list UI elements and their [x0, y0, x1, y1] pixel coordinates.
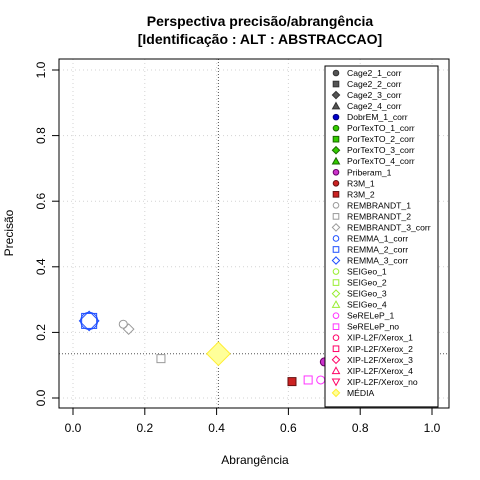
legend-entry-rembrandt-2: REMBRANDT_2	[347, 211, 411, 221]
legend-symbol-cage2-4-corr	[331, 101, 341, 110]
point-rembrandt-1	[118, 319, 128, 329]
legend-symbol-seigeo-4	[331, 300, 341, 308]
legend-box	[324, 65, 439, 408]
legend-symbol-cage2-2-corr	[332, 80, 340, 88]
legend-entry-xip-l2f-xerox-1: XIP-L2F/Xerox_1	[347, 333, 413, 343]
legend-entry-xip-l2f-xerox-4: XIP-L2F/Xerox_4	[347, 366, 413, 376]
legend-symbol-remma-1-corr	[332, 235, 340, 242]
legend-entry-serelep-no: SeRELeP_no	[347, 322, 399, 332]
data-points	[78, 310, 329, 387]
legend-symbol-xip-l2f-xerox-2	[332, 345, 340, 353]
legend-symbol-serelep-no	[332, 323, 340, 330]
legend-entry-rembrandt-1: REMBRANDT_1	[347, 200, 411, 210]
point-r3m-2	[287, 377, 297, 387]
legend-symbol-rembrandt-3-corr	[331, 223, 341, 232]
legend-entry-r3m-1: R3M_1	[347, 178, 375, 188]
legend-symbol-cage2-1-corr	[332, 69, 340, 77]
y-tick-label: 0.2	[34, 324, 48, 341]
legend-entry-dobrem-1-corr: DobrEM_1_corr	[347, 112, 408, 122]
y-tick-label: 1.0	[34, 61, 48, 78]
legend-entry-r3m-2: R3M_2	[347, 189, 375, 199]
legend-symbol-priberam-1	[332, 168, 340, 176]
x-tick-label: 0.0	[65, 421, 82, 435]
legend-symbol-xip-l2f-xerox-1	[332, 334, 340, 342]
legend-entry-cage2-2-corr: Cage2_2_corr	[347, 79, 402, 89]
legend-symbol-seigeo-2	[332, 279, 340, 286]
chart-title: Perspectiva precisão/abrangência	[147, 13, 374, 29]
legend-entry-portexto-2-corr: PorTexTO_2_corr	[347, 134, 415, 144]
legend-symbol-xip-l2f-xerox-no	[331, 378, 341, 387]
legend-symbol-xip-l2f-xerox-3	[331, 355, 341, 365]
legend-symbol-portexto-2-corr	[332, 135, 340, 143]
legend-symbol-m-dia	[331, 388, 341, 398]
legend-entry-portexto-3-corr: PorTexTO_3_corr	[347, 145, 415, 155]
y-tick-label: 0.4	[34, 258, 48, 275]
x-tick-label: 0.8	[352, 421, 369, 435]
legend-symbol-cage2-3-corr	[331, 90, 341, 100]
legend-symbol-portexto-3-corr	[331, 145, 341, 155]
legend-entry-priberam-1: Priberam_1	[347, 167, 392, 177]
legend-entry-serelep-1: SeRELeP_1	[347, 311, 395, 321]
legend-entry-cage2-3-corr: Cage2_3_corr	[347, 90, 402, 100]
legend-entry-xip-l2f-xerox-3: XIP-L2F/Xerox_3	[347, 355, 413, 365]
legend-entry-m-dia: MÉDIA	[347, 388, 374, 398]
legend: Cage2_1_corrCage2_2_corrCage2_3_corrCage…	[324, 65, 439, 408]
point-remma-2-corr	[81, 312, 98, 329]
legend-entry-remma-3-corr: REMMA_3_corr	[347, 256, 408, 266]
legend-entry-cage2-1-corr: Cage2_1_corr	[347, 68, 402, 78]
point-rembrandt-3-corr	[122, 323, 135, 336]
y-tick-label: 0.0	[34, 389, 48, 406]
legend-symbol-seigeo-3	[331, 289, 341, 298]
legend-symbol-remma-3-corr	[331, 256, 341, 265]
y-tick-label: 0.8	[34, 127, 48, 144]
legend-symbol-seigeo-1	[332, 268, 340, 275]
y-tick-label: 0.6	[34, 193, 48, 210]
point-m-dia	[205, 341, 231, 367]
x-tick-label: 0.2	[136, 421, 153, 435]
legend-symbol-r3m-2	[332, 191, 340, 198]
point-rembrandt-2	[156, 354, 166, 364]
legend-symbol-remma-2-corr	[332, 246, 340, 253]
x-tick-label: 0.6	[280, 421, 297, 435]
legend-entry-cage2-4-corr: Cage2_4_corr	[347, 101, 402, 111]
legend-entry-xip-l2f-xerox-no: XIP-L2F/Xerox_no	[347, 377, 418, 387]
legend-entry-seigeo-4: SEIGeo_4	[347, 300, 387, 310]
legend-entry-portexto-4-corr: PorTexTO_4_corr	[347, 156, 415, 166]
legend-symbol-portexto-4-corr	[331, 156, 341, 165]
legend-entry-portexto-1-corr: PorTexTO_1_corr	[347, 123, 415, 133]
plot-frame	[58, 58, 450, 409]
point-serelep-1	[316, 375, 326, 385]
legend-symbol-rembrandt-2	[332, 213, 340, 220]
legend-symbol-xip-l2f-xerox-4	[331, 366, 341, 375]
legend-entry-seigeo-3: SEIGeo_3	[347, 289, 387, 299]
legend-symbol-portexto-1-corr	[332, 124, 340, 132]
chart-subtitle: [Identificação : ALT : ABSTRACCAO]	[138, 31, 382, 47]
x-tick-label: 1.0	[424, 421, 441, 435]
y-axis-label: Precisão	[2, 209, 16, 256]
legend-entry-remma-2-corr: REMMA_2_corr	[347, 244, 408, 254]
x-axis-label: Abrangência	[221, 453, 289, 467]
axes: 0.0 0.2 0.4 0.6 0.8 1.0 0.0 0.2 0.4 0.6 0.8 1.0	[34, 61, 441, 435]
x-tick-label: 0.4	[208, 421, 225, 435]
legend-symbol-serelep-1	[332, 312, 340, 319]
legend-entry-seigeo-1: SEIGeo_1	[347, 267, 387, 277]
legend-symbol-dobrem-1-corr	[332, 113, 340, 121]
legend-entry-seigeo-2: SEIGeo_2	[347, 278, 387, 288]
point-remma-1-corr	[80, 311, 99, 330]
legend-entry-rembrandt-3-corr: REMBRANDT_3_corr	[347, 222, 431, 232]
legend-symbol-rembrandt-1	[332, 202, 340, 209]
legend-entry-remma-1-corr: REMMA_1_corr	[347, 233, 408, 243]
point-serelep-no	[303, 375, 313, 385]
chart-title-group: Perspectiva precisão/abrangência [Identi…	[138, 13, 382, 47]
point-remma-3-corr	[78, 310, 100, 332]
legend-symbol-r3m-1	[332, 180, 340, 187]
legend-entry-xip-l2f-xerox-2: XIP-L2F/Xerox_2	[347, 344, 413, 354]
